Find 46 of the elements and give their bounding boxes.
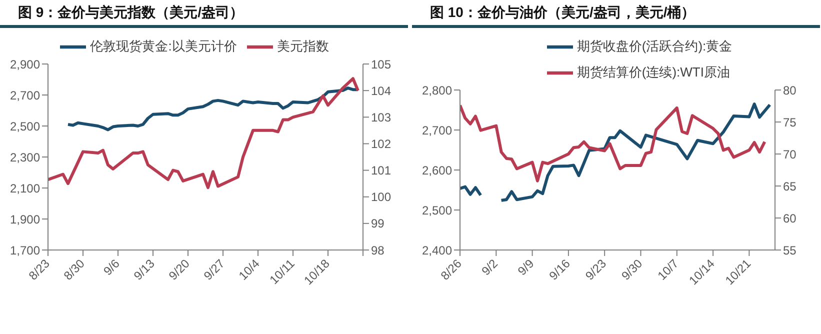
chart-title: 图 10：金价与油价（美元/盎司，美元/桶） [412,0,820,28]
line-series [66,86,360,132]
y-tick-label: 2,100 [10,181,40,196]
y2-tick-label: 105 [371,57,392,72]
x-tick-label: 9/16 [546,256,574,283]
legend-label: 期货结算价(连续):WTI原油 [576,64,730,80]
x-tick-label: 9/20 [166,256,193,283]
legend-label: 伦敦现货黄金:以美元计价 [90,38,237,54]
y-tick-label: 2,900 [10,57,40,72]
y2-tick-label: 102 [371,136,392,151]
y2-tick-label: 101 [371,164,392,178]
x-tick-label: 9/9 [514,256,537,278]
legend-label: 美元指数 [276,38,329,54]
y-tick-label: 1,900 [10,212,40,226]
legend-label: 期货收盘价(活跃合约):黄金 [576,38,732,54]
chart-title: 图 9：金价与美元指数（美元/盎司） [0,0,408,28]
y2-tick-label: 104 [371,84,392,98]
y2-tick-label: 98 [371,243,385,258]
y-tick-label: 2,700 [10,88,40,102]
y2-tick-label: 70 [783,147,797,162]
y2-tick-label: 65 [783,179,797,194]
line-series [460,104,766,182]
y2-tick-label: 99 [371,216,385,231]
y2-tick-label: 60 [783,211,797,226]
y2-tick-label: 55 [783,243,797,258]
x-tick-label: 9/23 [582,256,610,283]
y-tick-label: 2,400 [422,243,452,258]
x-tick-label: 8/23 [26,256,53,283]
y-tick-label: 2,500 [10,119,40,134]
y-tick-label: 2,800 [422,83,452,98]
x-tick-label: 9/6 [100,256,123,278]
y-tick-label: 2,500 [422,203,452,218]
y-tick-label: 2,700 [422,123,452,138]
x-tick-label: 9/30 [618,256,646,283]
x-tick-label: 9/2 [478,256,501,278]
y2-tick-label: 80 [783,83,797,98]
y2-tick-label: 103 [371,110,392,124]
x-tick-label: 9/13 [130,256,158,283]
y-tick-label: 2,600 [422,163,452,178]
x-tick-label: 8/30 [60,256,88,283]
line-series [48,77,360,190]
y2-tick-label: 75 [783,115,797,130]
y-tick-label: 1,700 [10,243,40,258]
y2-tick-label: 100 [371,190,392,204]
y-tick-label: 2,300 [10,150,40,164]
x-tick-label: 8/26 [438,256,465,283]
